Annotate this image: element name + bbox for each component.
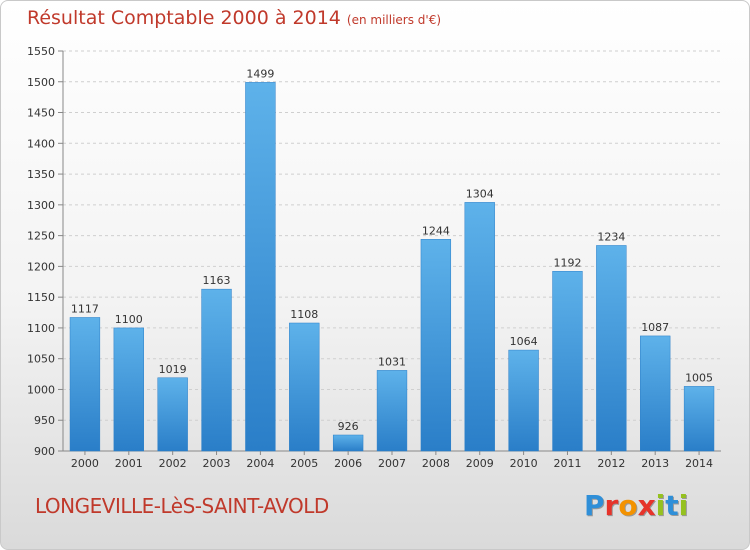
bar — [157, 377, 188, 452]
bar-value-label: 1087 — [641, 321, 669, 334]
y-tick-label: 1200 — [27, 260, 55, 273]
bar-value-label: 1031 — [378, 355, 406, 368]
bar-value-label: 1019 — [159, 363, 187, 376]
x-tick-label: 2000 — [71, 457, 99, 470]
chart-title: Résultat Comptable 2000 à 2014 (en millie… — [27, 7, 441, 29]
logo-letter: t — [665, 489, 679, 522]
chart-subtitle: (en milliers d'€) — [346, 13, 442, 27]
y-tick-label: 1150 — [27, 291, 55, 304]
y-tick-label: 1550 — [27, 45, 55, 58]
bar-value-label: 1005 — [685, 371, 713, 384]
bar — [508, 349, 539, 452]
bar-value-label: 1163 — [203, 274, 231, 287]
bar — [201, 288, 232, 452]
bar — [640, 335, 671, 452]
bar-value-label: 926 — [338, 420, 359, 433]
proxiti-logo: Proxiti — [584, 489, 688, 522]
bar-value-label: 1117 — [71, 302, 99, 315]
bar — [552, 271, 583, 452]
bar-value-label: 1244 — [422, 224, 450, 237]
bar — [69, 317, 101, 452]
x-tick-label: 2013 — [641, 457, 669, 470]
bar — [376, 370, 408, 452]
place-name: LONGEVILLE-LèS-SAINT-AVOLD — [35, 494, 329, 518]
bar — [113, 327, 144, 452]
y-tick-label: 900 — [34, 445, 55, 458]
x-tick-label: 2007 — [378, 457, 406, 470]
x-tick-label: 2003 — [203, 457, 231, 470]
bar — [596, 245, 627, 452]
x-tick-label: 2012 — [597, 457, 625, 470]
logo-letter: x — [637, 489, 656, 522]
y-tick-label: 1350 — [27, 168, 55, 181]
y-tick-label: 1300 — [27, 199, 55, 212]
logo-letter: P — [584, 489, 605, 522]
y-tick-label: 1050 — [27, 353, 55, 366]
bar — [289, 322, 320, 452]
bar — [332, 434, 364, 452]
bar-value-label: 1234 — [597, 230, 625, 243]
x-tick-label: 2010 — [510, 457, 538, 470]
logo-letter: o — [618, 489, 638, 522]
y-tick-label: 1250 — [27, 230, 55, 243]
bar-value-label: 1108 — [290, 308, 318, 321]
y-tick-label: 1400 — [27, 137, 55, 150]
bar — [683, 386, 715, 452]
y-tick-label: 1100 — [27, 322, 55, 335]
bar — [245, 82, 276, 452]
x-tick-label: 2005 — [290, 457, 318, 470]
y-tick-label: 1450 — [27, 107, 55, 120]
x-tick-label: 2011 — [553, 457, 581, 470]
x-tick-label: 2001 — [115, 457, 143, 470]
x-tick-label: 2004 — [246, 457, 274, 470]
bar-value-label: 1064 — [510, 335, 538, 348]
chart-title-text: Résultat Comptable 2000 à 2014 — [27, 7, 341, 29]
bar — [464, 202, 495, 452]
bar-value-label: 1100 — [115, 313, 143, 326]
x-tick-label: 2009 — [466, 457, 494, 470]
logo-letter: i — [678, 489, 689, 522]
y-tick-label: 1500 — [27, 76, 55, 89]
x-tick-label: 2002 — [159, 457, 187, 470]
y-tick-label: 1000 — [27, 383, 55, 396]
x-tick-label: 2008 — [422, 457, 450, 470]
bar — [420, 239, 452, 452]
logo-letter: i — [655, 489, 666, 522]
logo-letter: r — [604, 489, 619, 522]
x-tick-label: 2014 — [685, 457, 713, 470]
x-tick-label: 2006 — [334, 457, 362, 470]
bar-value-label: 1499 — [246, 67, 274, 80]
y-tick-label: 950 — [34, 414, 55, 427]
bar-value-label: 1192 — [553, 256, 581, 269]
bar-value-label: 1304 — [466, 187, 494, 200]
